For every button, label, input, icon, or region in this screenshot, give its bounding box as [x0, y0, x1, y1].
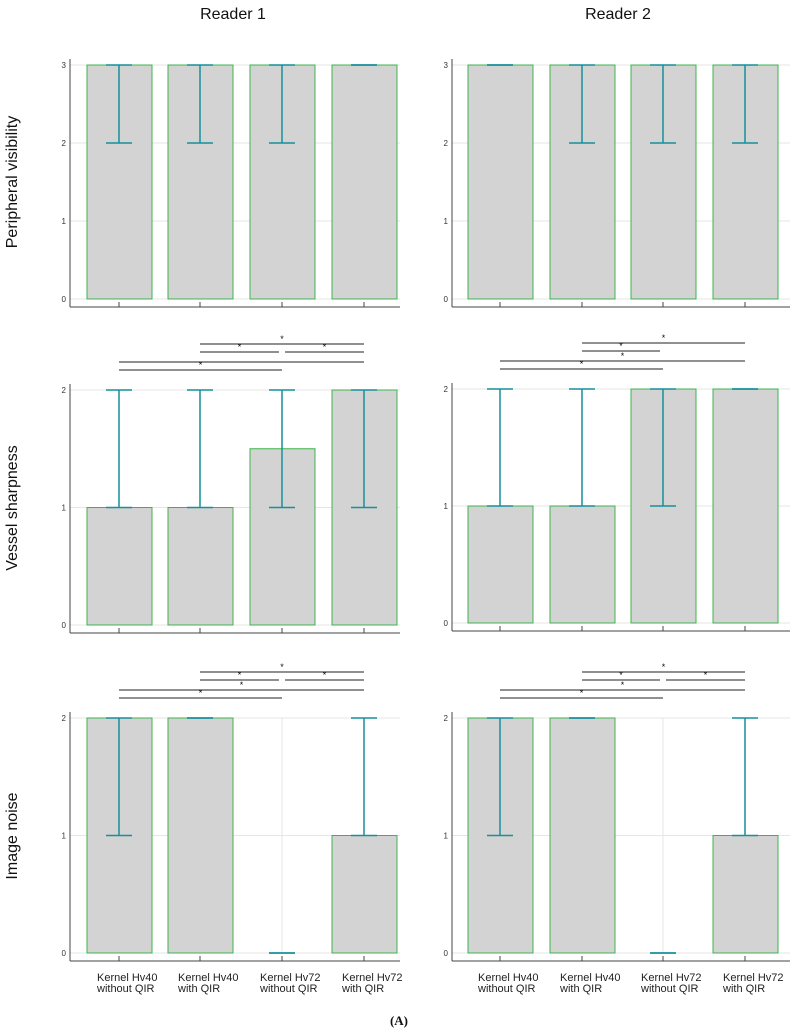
significance-star: * — [580, 688, 584, 698]
significance-star: * — [323, 342, 327, 352]
x-tick-label: Kernel Hv72 without QIR — [259, 972, 321, 995]
x-tick-label: Kernel Hv40 with QIR — [559, 972, 621, 995]
x-tick-label-line: Kernel Hv40 — [97, 972, 158, 984]
x-tick-label-line: Kernel Hv40 — [478, 972, 539, 984]
x-tick-label-line: Kernel Hv40 — [178, 972, 239, 984]
y-tick-label: 0 — [62, 621, 67, 630]
y-tick-label: 1 — [444, 832, 449, 841]
panel-4: 012**** — [444, 333, 790, 632]
significance-star: * — [662, 333, 666, 343]
figure-caption: (A) — [390, 1013, 408, 1028]
x-tick-label-line: Kernel Hv72 — [260, 972, 321, 984]
y-tick-label: 0 — [62, 949, 67, 958]
significance-star: * — [621, 680, 625, 690]
x-tick-label-line: Kernel Hv72 — [723, 972, 784, 984]
significance-star: * — [199, 688, 203, 698]
y-tick-label: 2 — [62, 386, 67, 395]
x-tick-label-line: with QIR — [341, 983, 384, 995]
bar — [712, 835, 779, 954]
significance-star: * — [238, 342, 242, 352]
column-title-reader-2: Reader 2 — [585, 6, 651, 23]
y-tick-label: 3 — [62, 61, 67, 70]
y-tick-label: 1 — [444, 217, 449, 226]
x-tick-label: Kernel Hv40 with QIR — [177, 972, 239, 995]
bar — [549, 505, 616, 624]
significance-star: * — [580, 359, 584, 369]
y-tick-label: 1 — [444, 502, 449, 511]
x-tick-label-line: without QIR — [477, 983, 536, 995]
x-tick-label-line: without QIR — [259, 983, 318, 995]
x-tick-label-line: without QIR — [96, 983, 155, 995]
significance-star: * — [621, 351, 625, 361]
x-tick-label-line: with QIR — [722, 983, 765, 995]
bar — [167, 717, 234, 954]
panel-1: 0 1 2 3 — [62, 59, 400, 308]
significance-star: * — [238, 670, 242, 680]
x-tick-label-line: Kernel Hv72 — [641, 972, 702, 984]
bar — [331, 835, 398, 954]
x-tick-label: Kernel Hv40 without QIR — [477, 972, 539, 995]
y-tick-label: 0 — [444, 949, 449, 958]
y-tick-label: 2 — [62, 714, 67, 723]
x-tick-label-line: with QIR — [177, 983, 220, 995]
column-title-reader-1: Reader 1 — [200, 6, 266, 23]
x-tick-label: Kernel Hv72 with QIR — [722, 972, 784, 995]
bar — [549, 717, 616, 954]
y-tick-label: 0 — [444, 295, 449, 304]
significance-star: * — [662, 662, 666, 672]
row-title-peripheral-visibility: Peripheral visibility — [4, 116, 21, 249]
y-tick-label: 0 — [62, 295, 67, 304]
significance-star: * — [280, 334, 284, 344]
x-tick-label-line: with QIR — [559, 983, 602, 995]
significance-star: * — [199, 360, 203, 370]
significance-star: * — [240, 680, 244, 690]
bar — [712, 388, 779, 624]
bar — [467, 64, 534, 300]
y-tick-label: 0 — [444, 619, 449, 628]
bar — [167, 507, 234, 626]
y-tick-label: 2 — [444, 139, 449, 148]
significance-star: * — [323, 670, 327, 680]
y-tick-label: 1 — [62, 504, 67, 513]
x-tick-label-line: without QIR — [640, 983, 699, 995]
bar — [86, 507, 153, 626]
y-tick-label: 3 — [444, 61, 449, 70]
row-title-vessel-sharpness: Vessel sharpness — [4, 445, 21, 570]
y-tick-label: 1 — [62, 832, 67, 841]
significance-star: * — [280, 662, 284, 672]
y-tick-label: 2 — [62, 139, 67, 148]
significance-star: * — [704, 670, 708, 680]
x-tick-label-line: Kernel Hv72 — [342, 972, 403, 984]
y-tick-label: 2 — [444, 385, 449, 394]
x-tick-label: Kernel Hv40 without QIR — [96, 972, 158, 995]
x-tick-label: Kernel Hv72 with QIR — [341, 972, 403, 995]
significance-star: * — [619, 341, 623, 351]
row-title-image-noise: Image noise — [4, 792, 21, 879]
panel-2: 0 1 2 3 — [444, 59, 790, 308]
bar — [467, 505, 534, 624]
y-tick-label: 2 — [444, 714, 449, 723]
y-tick-label: 1 — [62, 217, 67, 226]
panel-3: 0 1 2 * * * * — [62, 334, 400, 634]
bar — [331, 64, 398, 300]
significance-star: * — [619, 670, 623, 680]
x-tick-label-line: Kernel Hv40 — [560, 972, 621, 984]
x-tick-label: Kernel Hv72 without QIR — [640, 972, 702, 995]
